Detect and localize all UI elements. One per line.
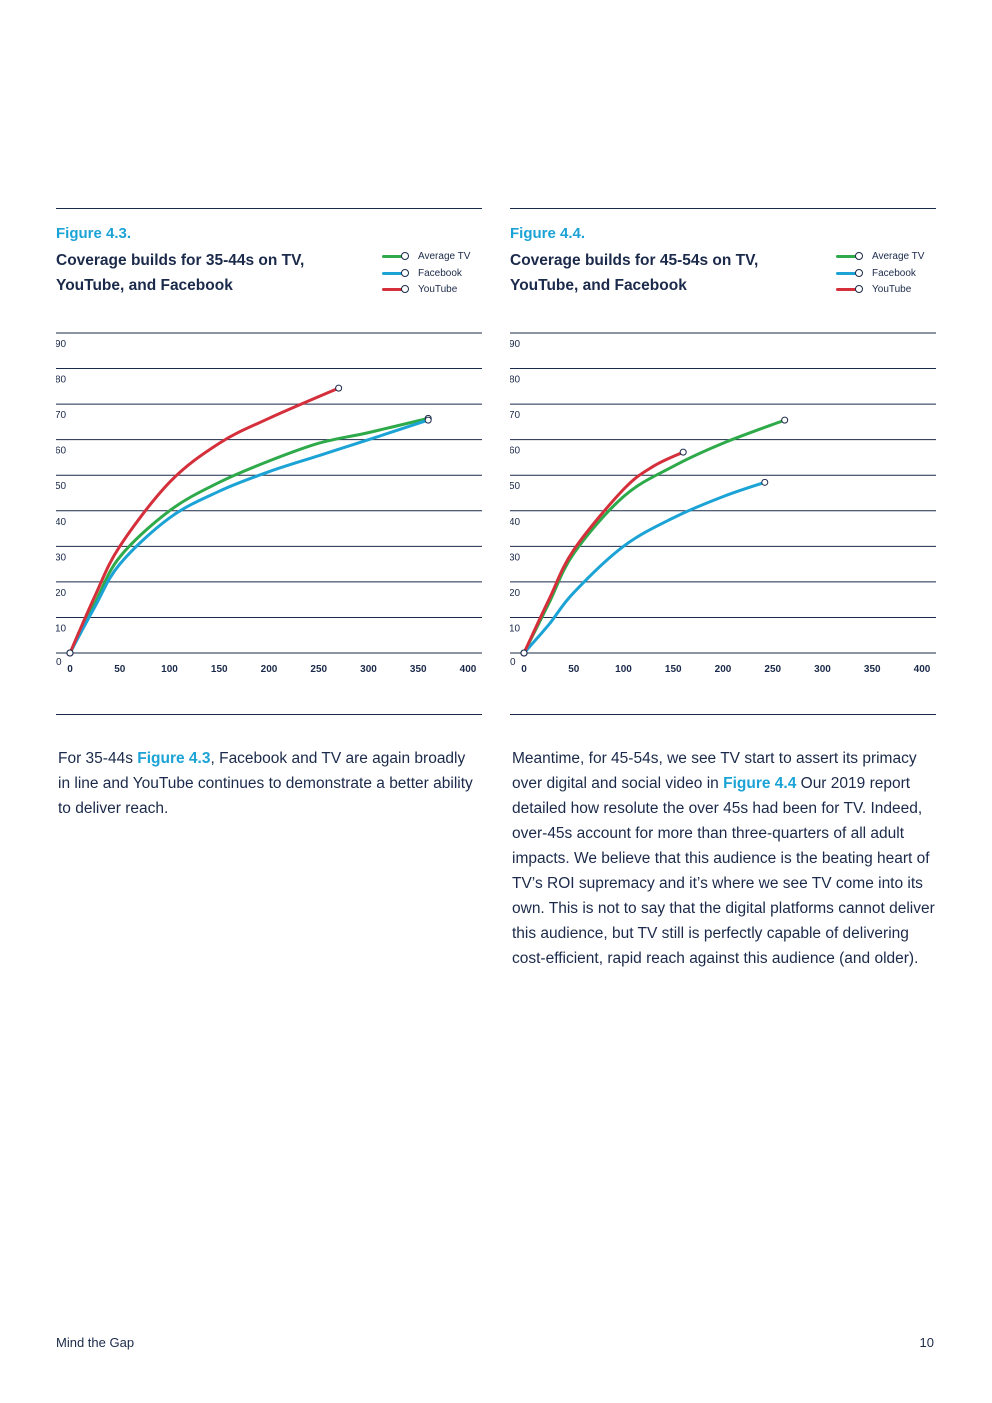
x-axis: 0 50 100 150 200 250 300 350 400 [521, 664, 931, 675]
gridlines: 0 10 20 30 40 50 60 70 80 90 [510, 332, 936, 668]
x-tick-label: 150 [665, 664, 682, 675]
figure-reference: Figure 4.4 [723, 775, 797, 792]
legend-marker-icon [855, 285, 863, 293]
paragraph-text: Our 2019 report detailed how resolute th… [512, 775, 935, 967]
x-tick-label: 100 [161, 664, 178, 675]
series-line-average-tv [68, 416, 430, 655]
bottom-divider [56, 714, 482, 715]
data-point-youtube [335, 384, 343, 392]
legend-swatch-facebook [382, 271, 404, 275]
y-tick-label: 0 [56, 657, 62, 668]
top-divider [510, 208, 936, 209]
x-tick-label: 400 [914, 664, 931, 675]
data-point-average-tv [781, 416, 789, 424]
figure-reference: Figure 4.3 [137, 750, 211, 767]
figure-number: Figure 4.4. [510, 225, 586, 242]
y-tick-label: 80 [56, 375, 67, 386]
y-tick-label: 80 [510, 375, 521, 386]
legend-marker-icon [855, 268, 863, 277]
x-tick-label: 100 [615, 664, 632, 675]
x-tick-label: 350 [864, 664, 881, 675]
paragraph-text: Meantime, for 45-54s, we see TV start to… [512, 750, 917, 792]
legend-label: Facebook [418, 267, 462, 279]
line-chart: 0 10 20 30 40 50 60 70 80 90 0 50 100 150 200 250 300 350… [56, 332, 482, 675]
line-chart: 0 10 20 30 40 50 60 70 80 90 0 50 100 150 200 250 300 350… [510, 332, 936, 675]
figure-title: Coverage builds for 45-54s on TV, YouTub… [510, 252, 759, 294]
figure-4-3: Figure 4.3. Coverage builds for 35-44s o… [56, 208, 482, 716]
y-tick-label: 70 [56, 410, 67, 421]
legend-swatch-tv [382, 255, 404, 258]
legend-swatch-facebook [836, 271, 858, 275]
x-tick-label: 250 [310, 664, 327, 675]
paragraph-text: For 35-44s [58, 750, 138, 767]
x-tick-label: 200 [715, 664, 732, 675]
legend-label: YouTube [418, 284, 458, 295]
series-line-youtube [522, 450, 685, 655]
legend-marker-icon [401, 252, 409, 260]
series-line-average-tv [522, 418, 787, 655]
data-point-facebook [424, 416, 432, 424]
y-tick-label: 60 [56, 446, 67, 457]
y-tick-label: 30 [56, 552, 67, 563]
x-tick-label: 50 [568, 664, 580, 675]
data-point-facebook [761, 478, 769, 486]
x-tick-label: 0 [521, 664, 527, 675]
legend-swatch-youtube [382, 288, 404, 291]
paragraph-text: , Facebook and TV are again broadly in l… [58, 750, 473, 817]
legend-marker-icon [401, 268, 409, 277]
body-paragraph-left: For 35-44s Figure 4.3, Facebook and TV a… [58, 746, 478, 821]
y-tick-label: 40 [510, 517, 521, 528]
y-tick-label: 20 [56, 588, 67, 599]
top-divider [56, 208, 482, 209]
data-point-youtube [679, 448, 687, 456]
x-tick-label: 300 [360, 664, 377, 675]
figure-number: Figure 4.3. [56, 225, 132, 242]
y-tick-label: 40 [56, 517, 67, 528]
x-axis: 0 50 100 150 200 250 300 350 400 [67, 664, 477, 675]
legend-label: YouTube [872, 284, 912, 295]
series-line-facebook [68, 418, 430, 655]
footer-page-number: 10 [919, 1335, 934, 1350]
gridlines: 0 10 20 30 40 50 60 70 80 90 [56, 332, 482, 668]
y-tick-label: 0 [510, 657, 516, 668]
legend-label: Average TV [872, 251, 925, 262]
bottom-divider [510, 714, 936, 715]
data-point-youtube [66, 649, 74, 657]
y-tick-label: 90 [510, 339, 521, 350]
y-tick-label: 20 [510, 588, 521, 599]
series-line-youtube [68, 386, 341, 655]
x-tick-label: 0 [67, 664, 73, 675]
series-line-facebook [522, 480, 767, 655]
x-tick-label: 150 [211, 664, 228, 675]
legend-label: Facebook [872, 267, 916, 279]
legend-marker-icon [401, 285, 409, 293]
y-tick-label: 90 [56, 339, 67, 350]
legend-swatch-tv [836, 255, 858, 258]
y-tick-label: 10 [56, 623, 67, 634]
y-tick-label: 50 [510, 481, 521, 492]
x-tick-label: 300 [814, 664, 831, 675]
y-tick-label: 60 [510, 446, 521, 457]
legend-marker-icon [855, 252, 863, 260]
x-tick-label: 350 [410, 664, 427, 675]
y-tick-label: 10 [510, 623, 521, 634]
footer-document-title: Mind the Gap [56, 1335, 135, 1350]
legend-swatch-youtube [836, 288, 858, 291]
body-paragraph-right: Meantime, for 45-54s, we see TV start to… [512, 746, 942, 971]
y-tick-label: 70 [510, 410, 521, 421]
y-tick-label: 50 [56, 481, 67, 492]
x-tick-label: 250 [764, 664, 781, 675]
figure-title: Coverage builds for 35-44s on TV, YouTub… [56, 252, 305, 294]
data-point-youtube [520, 649, 528, 657]
figure-4-4: Figure 4.4. Coverage builds for 45-54s o… [510, 208, 936, 716]
x-tick-label: 200 [261, 664, 278, 675]
legend-label: Average TV [418, 251, 471, 262]
x-tick-label: 400 [460, 664, 477, 675]
y-tick-label: 30 [510, 552, 521, 563]
x-tick-label: 50 [114, 664, 126, 675]
